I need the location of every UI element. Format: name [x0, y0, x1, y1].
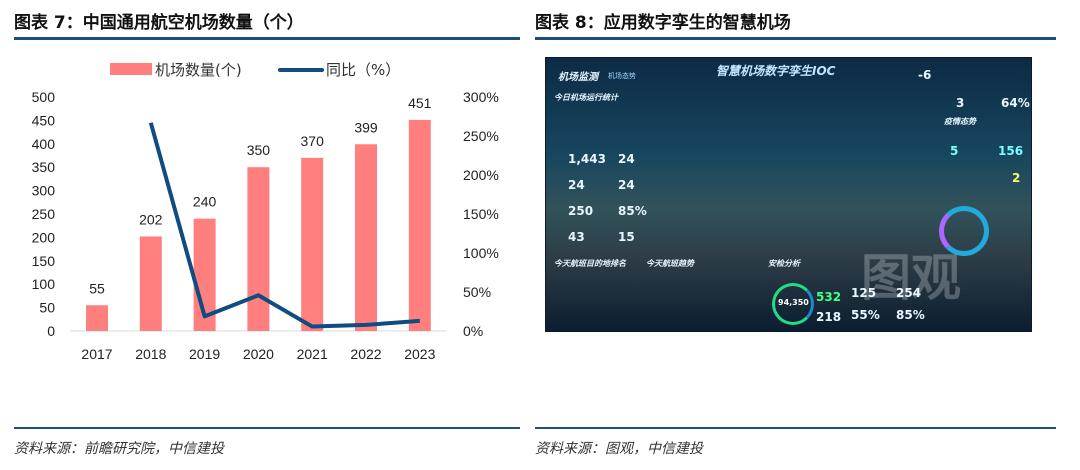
- y-left-tick: 250: [32, 206, 56, 222]
- y-right-tick: 50%: [463, 284, 491, 300]
- legend-line-label: 同比（%）: [326, 61, 400, 79]
- x-tick: 2022: [350, 346, 381, 362]
- legend-bar-swatch: [110, 63, 152, 75]
- bar: [408, 119, 431, 331]
- figure-8-title: 图表 8：应用数字孪生的智慧机场: [535, 13, 791, 33]
- stat: 5: [950, 144, 959, 158]
- x-tick: 2021: [297, 346, 328, 362]
- bar: [355, 144, 377, 331]
- data-label: 399: [354, 119, 378, 135]
- stat: 2: [1012, 171, 1021, 185]
- x-tick: 2018: [135, 346, 166, 362]
- y-left-tick: 100: [32, 276, 56, 292]
- stat: 250: [568, 204, 594, 218]
- dash-section4: 今天航班趋势: [646, 259, 694, 268]
- figure-7-source: 资料来源：前瞻研究院，中信建投: [14, 441, 224, 457]
- stat: 94,350: [778, 298, 809, 307]
- stat: 85%: [896, 308, 925, 322]
- x-tick: 2023: [404, 346, 435, 362]
- stat: 254: [896, 286, 922, 300]
- data-label: 350: [247, 142, 271, 158]
- dash-section1: 今日机场运行统计: [554, 93, 618, 102]
- data-label: 240: [193, 194, 217, 210]
- stat: 24: [618, 152, 635, 166]
- y-left-tick: 400: [32, 136, 56, 152]
- data-label: 202: [139, 211, 163, 227]
- data-label: 451: [408, 95, 432, 111]
- bar: [139, 236, 162, 331]
- dash-nav: 机场监测: [558, 72, 598, 83]
- bar: [86, 305, 108, 331]
- data-label: 370: [301, 133, 325, 149]
- x-tick: 2017: [81, 346, 112, 362]
- stat: 85%: [618, 204, 647, 218]
- header-rule-left: [14, 37, 520, 40]
- stat: 156: [998, 144, 1024, 158]
- stat: 218: [816, 310, 842, 324]
- bar: [247, 167, 270, 331]
- figure-8-source: 资料来源：图观，中信建投: [535, 441, 703, 457]
- stat: 15: [618, 230, 635, 244]
- dash-temp: -6: [918, 68, 932, 82]
- airport-count-chart: 机场数量(个) 同比（%） 0 50 100 150 200 250 300 350 400 450 5…: [32, 61, 499, 362]
- y-left-tick: 0: [47, 323, 55, 339]
- x-tick: 2019: [189, 346, 220, 362]
- dash-title: 智慧机场数字孪生IOC: [716, 64, 836, 78]
- y-left-tick: 500: [32, 89, 56, 105]
- y-right-tick: 300%: [463, 89, 499, 105]
- legend-bar-label: 机场数量(个): [155, 61, 242, 79]
- stat: 24: [618, 178, 635, 192]
- y-left-tick: 350: [32, 159, 56, 175]
- y-right-tick: 200%: [463, 167, 499, 183]
- y-right-tick: 0%: [463, 323, 483, 339]
- y-left-tick: 450: [32, 112, 56, 128]
- stat: 1,443: [568, 152, 606, 166]
- dash-nav-sub: 机场态势: [608, 72, 636, 80]
- data-label: 55: [89, 280, 105, 296]
- y-right-tick: 250%: [463, 128, 499, 144]
- watermark: 图观: [861, 249, 961, 307]
- footer-rule-right: [535, 427, 1056, 429]
- dash-section5: 安检分析: [768, 259, 800, 268]
- stat: 43: [568, 230, 585, 244]
- donut-graphic: [939, 206, 989, 256]
- yoy-line: [148, 122, 420, 329]
- smart-airport-dashboard-image: 机场监测 机场态势 智慧机场数字孪生IOC -6 今日机场运行统计 1,443 …: [545, 57, 1032, 332]
- stat: 55%: [851, 308, 880, 322]
- dash-section3: 今天航班目的地排名: [554, 259, 626, 268]
- y-left-tick: 300: [32, 183, 56, 199]
- figure-7-title: 图表 7：中国通用航空机场数量（个）: [14, 13, 304, 33]
- footer-rule-left: [14, 427, 520, 429]
- y-left-tick: 150: [32, 253, 56, 269]
- header-rule-right: [535, 37, 1056, 40]
- y-left-tick: 200: [32, 229, 56, 245]
- x-tick: 2020: [243, 346, 274, 362]
- ring-graphic: [772, 283, 814, 325]
- stat: 64%: [1001, 96, 1030, 110]
- y-left-tick: 50: [39, 300, 55, 316]
- y-right-tick: 150%: [463, 206, 499, 222]
- y-right-tick: 100%: [463, 245, 499, 261]
- bar: [301, 157, 324, 331]
- dash-section2: 疫情态势: [944, 117, 976, 126]
- stat: 24: [568, 178, 585, 192]
- stat: 532: [816, 290, 842, 304]
- stat: 125: [851, 286, 877, 300]
- stat: 3: [956, 96, 965, 110]
